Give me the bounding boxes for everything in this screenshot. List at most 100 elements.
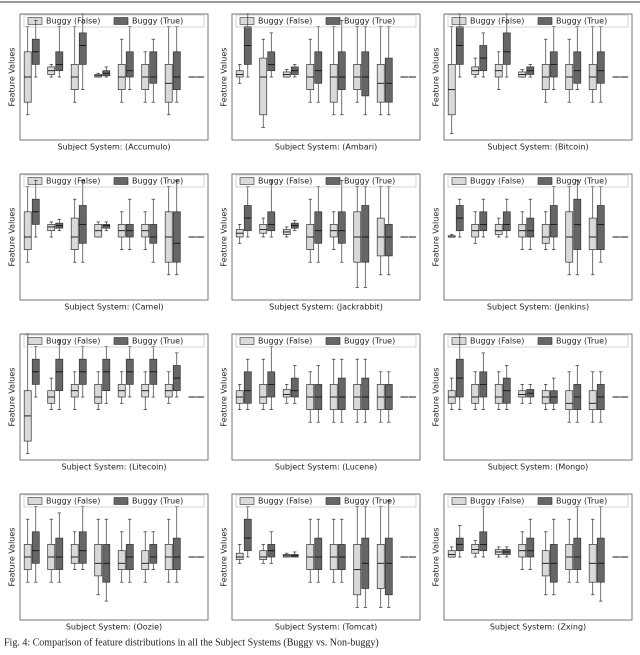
box bbox=[71, 218, 78, 250]
box bbox=[79, 33, 86, 65]
box bbox=[574, 52, 581, 84]
box bbox=[79, 532, 86, 564]
legend-swatch bbox=[452, 498, 466, 505]
y-axis-label: Feature Values bbox=[432, 48, 441, 107]
box bbox=[315, 538, 322, 570]
y-axis-label: Feature Values bbox=[8, 528, 17, 587]
box bbox=[236, 553, 243, 559]
box bbox=[173, 538, 180, 570]
box bbox=[550, 206, 557, 238]
box bbox=[597, 52, 604, 84]
y-axis-label: Feature Values bbox=[432, 208, 441, 267]
box bbox=[472, 544, 479, 553]
x-axis-label: Subject System: (Mongo) bbox=[488, 463, 589, 472]
legend-label: Buggy (True) bbox=[556, 177, 607, 186]
legend-label: Buggy (False) bbox=[258, 337, 312, 346]
y-axis-label: Feature Values bbox=[432, 368, 441, 427]
box bbox=[268, 212, 275, 231]
box bbox=[385, 224, 392, 256]
box bbox=[56, 52, 63, 71]
x-axis-label: Subject System: (Camel) bbox=[64, 303, 163, 312]
box bbox=[260, 551, 267, 560]
box bbox=[173, 212, 180, 262]
legend-label: Buggy (True) bbox=[556, 497, 607, 506]
box bbox=[597, 206, 604, 250]
box bbox=[480, 212, 487, 231]
legend-label: Buggy (False) bbox=[46, 17, 100, 26]
legend-label: Buggy (False) bbox=[470, 177, 524, 186]
box bbox=[362, 206, 369, 263]
box bbox=[236, 71, 243, 77]
y-axis-label: Feature Values bbox=[8, 48, 17, 107]
legend-label: Buggy (True) bbox=[556, 337, 607, 346]
y-axis-label: Feature Values bbox=[432, 528, 441, 587]
legend-swatch bbox=[114, 498, 128, 505]
box bbox=[315, 212, 322, 244]
box bbox=[118, 551, 125, 570]
box bbox=[480, 532, 487, 551]
box bbox=[589, 391, 596, 410]
box bbox=[150, 544, 157, 563]
box bbox=[260, 224, 267, 233]
legend-swatch bbox=[28, 178, 42, 185]
y-axis-label: Feature Values bbox=[220, 208, 229, 267]
box bbox=[362, 52, 369, 96]
legend-swatch bbox=[452, 178, 466, 185]
box bbox=[142, 551, 149, 570]
box bbox=[103, 359, 110, 391]
box bbox=[597, 538, 604, 582]
legend-swatch bbox=[538, 498, 552, 505]
x-axis-label: Subject System: (Ambari) bbox=[275, 143, 378, 152]
x-axis-label: Subject System: (Oozie) bbox=[66, 623, 162, 632]
legend-swatch bbox=[538, 178, 552, 185]
legend-swatch bbox=[114, 178, 128, 185]
legend-swatch bbox=[326, 498, 340, 505]
x-axis-label: Subject System: (Lucene) bbox=[275, 463, 377, 472]
legend-label: Buggy (True) bbox=[344, 497, 395, 506]
x-axis-label: Subject System: (Tomcat) bbox=[275, 623, 377, 632]
box bbox=[173, 52, 180, 90]
x-axis-label: Subject System: (Zxing) bbox=[490, 623, 586, 632]
box bbox=[150, 224, 157, 243]
legend-label: Buggy (False) bbox=[258, 497, 312, 506]
box bbox=[291, 378, 298, 397]
legend-label: Buggy (False) bbox=[46, 177, 100, 186]
box bbox=[244, 519, 251, 551]
legend-swatch bbox=[538, 18, 552, 25]
legend-label: Buggy (True) bbox=[132, 17, 183, 26]
legend-swatch bbox=[240, 338, 254, 345]
box bbox=[260, 58, 267, 115]
box bbox=[527, 218, 534, 237]
legend-label: Buggy (False) bbox=[258, 17, 312, 26]
legend-label: Buggy (False) bbox=[258, 177, 312, 186]
box bbox=[472, 384, 479, 403]
box bbox=[503, 212, 510, 231]
legend-swatch bbox=[452, 18, 466, 25]
y-axis-label: Feature Values bbox=[8, 208, 17, 267]
caption: Fig. 4: Comparison of feature distributi… bbox=[4, 637, 379, 648]
box bbox=[48, 224, 55, 230]
legend-swatch bbox=[28, 18, 42, 25]
legend-swatch bbox=[240, 498, 254, 505]
legend-label: Buggy (False) bbox=[470, 497, 524, 506]
box bbox=[338, 212, 345, 244]
y-axis-label: Feature Values bbox=[8, 368, 17, 427]
legend-swatch bbox=[240, 18, 254, 25]
box bbox=[315, 52, 322, 84]
box bbox=[330, 64, 337, 102]
box bbox=[362, 378, 369, 410]
box bbox=[95, 384, 102, 403]
box bbox=[244, 372, 251, 404]
box bbox=[32, 532, 39, 564]
box bbox=[519, 391, 526, 397]
box bbox=[448, 551, 455, 557]
box bbox=[268, 52, 275, 71]
legend-label: Buggy (True) bbox=[132, 177, 183, 186]
box bbox=[95, 544, 102, 576]
legend-swatch bbox=[452, 338, 466, 345]
box bbox=[574, 538, 581, 570]
box bbox=[103, 224, 110, 228]
legend-swatch bbox=[28, 338, 42, 345]
legend-label: Buggy (True) bbox=[344, 337, 395, 346]
